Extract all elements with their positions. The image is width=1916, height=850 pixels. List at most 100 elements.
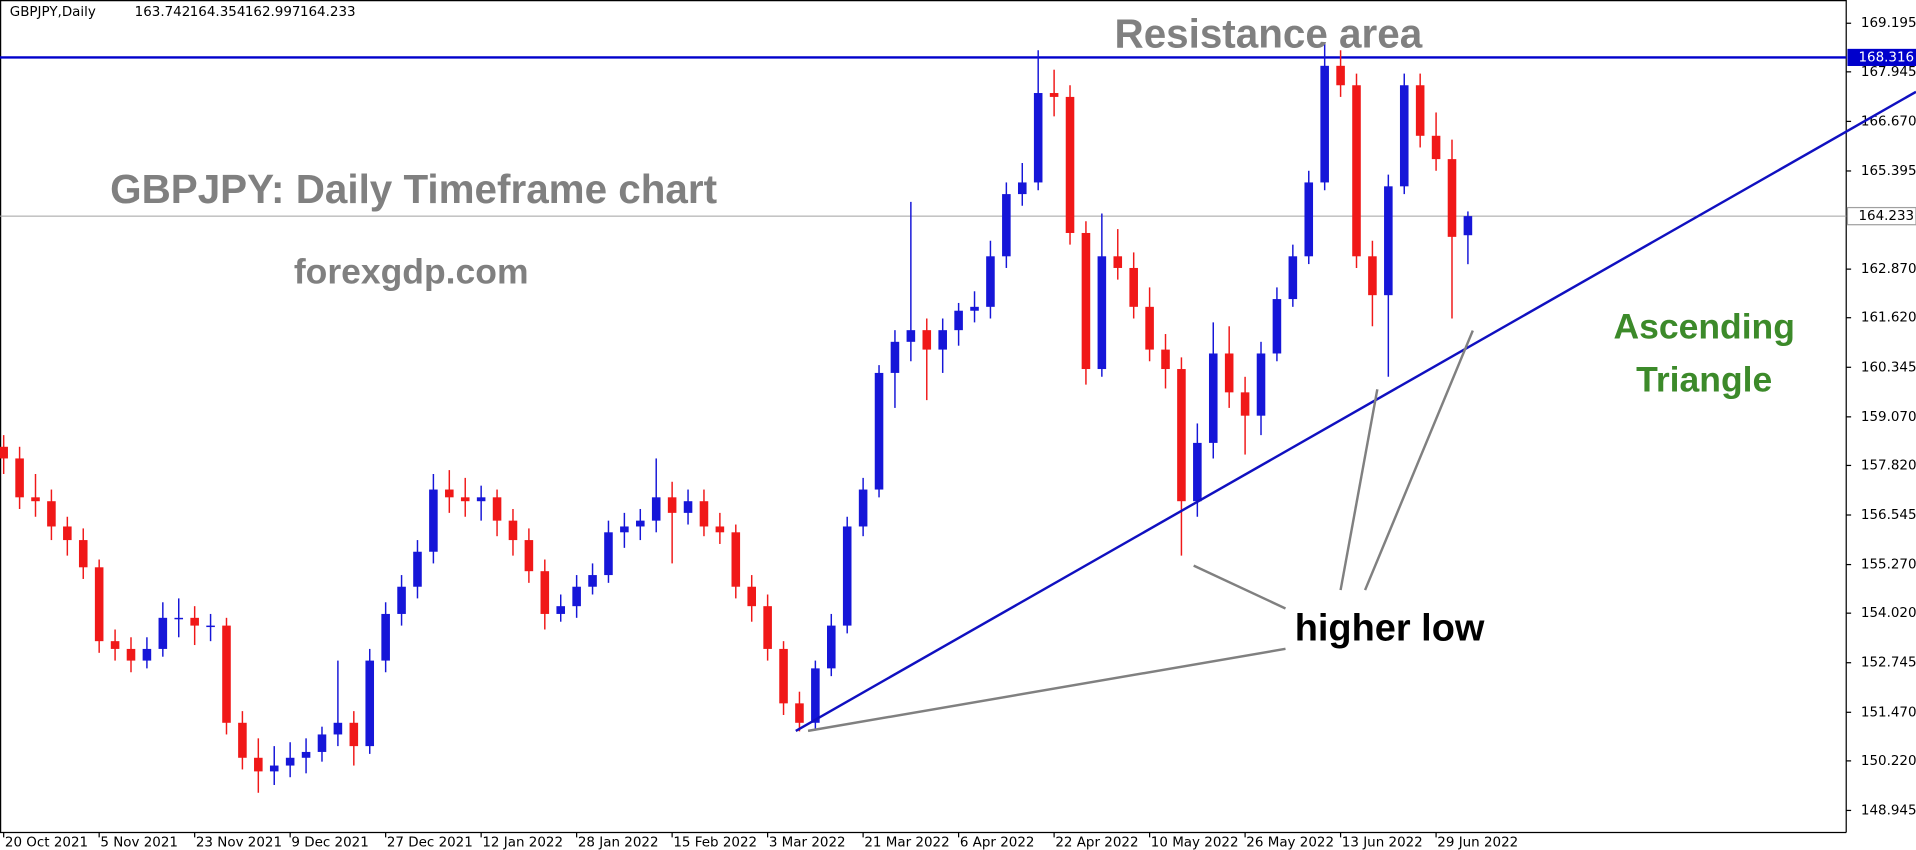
x-tick-label: 26 May 2022: [1246, 835, 1334, 850]
candle-body: [1463, 216, 1473, 236]
candle-body: [1145, 306, 1154, 350]
candle-body: [1336, 65, 1345, 86]
candle-body: [1033, 93, 1043, 183]
candle-body: [1447, 159, 1457, 237]
y-tick-label: 169.195: [1861, 16, 1916, 31]
y-tick-label: 152.745: [1861, 656, 1916, 671]
pointer-line: [1193, 564, 1287, 610]
x-tick-label: 12 Jan 2022: [482, 835, 563, 850]
x-tick-label: 22 Apr 2022: [1055, 835, 1138, 850]
candle-body: [1065, 96, 1075, 233]
candle-body: [842, 526, 852, 626]
pattern-label: Ascending: [1613, 307, 1794, 347]
pointer-line: [807, 647, 1286, 733]
candle-body: [1002, 194, 1011, 257]
candle-body: [683, 501, 693, 513]
x-tick-label: 20 Oct 2021: [5, 835, 88, 850]
candle-body: [827, 625, 836, 669]
candle-body: [0, 446, 8, 459]
candle-body: [1384, 186, 1393, 296]
candle-body: [158, 617, 168, 649]
y-tick-label: 155.270: [1861, 558, 1916, 573]
candle-body: [269, 765, 279, 772]
candle-body: [970, 306, 979, 311]
y-tick-label: 160.345: [1861, 360, 1916, 375]
candle-body: [795, 703, 804, 723]
x-tick-label: 29 Jun 2022: [1437, 835, 1518, 850]
candle-body: [413, 551, 422, 587]
candle-body: [365, 660, 375, 747]
candle-body: [906, 330, 916, 342]
candle-body: [1224, 353, 1234, 393]
y-tick-label: 151.470: [1861, 705, 1916, 720]
candle-body: [110, 641, 120, 649]
ohlc-open: 163.742: [135, 5, 191, 20]
candle-body: [142, 648, 152, 661]
candle-body: [1320, 65, 1329, 183]
resistance-price-label: 168.316: [1858, 50, 1914, 65]
candle-body: [333, 722, 343, 735]
candle-body: [858, 489, 868, 527]
trend-line: [795, 90, 1916, 732]
candle-body: [1097, 256, 1107, 370]
y-tick-label: 159.070: [1861, 410, 1916, 425]
candle-body: [1161, 349, 1170, 370]
x-tick-label: 15 Feb 2022: [673, 835, 757, 850]
candle-body: [349, 722, 359, 747]
candle-body: [1288, 256, 1298, 300]
pattern-label: Triangle: [1636, 359, 1772, 399]
candle-body: [1049, 93, 1059, 97]
candle-body: [301, 751, 311, 758]
chart-title: GBPJPY: Daily Timeframe chart: [110, 166, 717, 212]
candle-body: [1352, 85, 1361, 257]
last-price-label: 164.233: [1858, 209, 1914, 224]
candle-body: [954, 310, 963, 331]
y-tick-label: 150.220: [1861, 754, 1916, 769]
candle-body: [1431, 135, 1441, 160]
candle-body: [1304, 182, 1314, 257]
ohlc-high: 164.354: [190, 5, 246, 20]
x-tick-label: 21 Mar 2022: [864, 835, 949, 850]
candle-body: [1081, 232, 1091, 370]
candle-body: [1415, 85, 1425, 136]
y-tick-label: 162.870: [1861, 262, 1916, 277]
candle-body: [1240, 392, 1250, 416]
candle-body: [1272, 299, 1282, 354]
callout-label: higher low: [1295, 608, 1485, 650]
x-tick-label: 9 Dec 2021: [291, 835, 368, 850]
candle-body: [540, 571, 550, 614]
candle-body: [206, 625, 215, 628]
candle-body: [938, 330, 947, 350]
x-tick-label: 5 Nov 2021: [100, 835, 178, 850]
x-tick-label: 3 Mar 2022: [769, 835, 846, 850]
y-tick-label: 161.620: [1861, 311, 1916, 326]
candle-body: [445, 489, 454, 498]
resistance-label: Resistance area: [1115, 10, 1423, 56]
y-tick-label: 148.945: [1861, 803, 1916, 818]
x-tick-label: 23 Nov 2021: [196, 835, 282, 850]
candle-body: [1017, 182, 1027, 195]
resistance-price-box: [1847, 48, 1916, 66]
candle-body: [492, 497, 502, 521]
candle-body: [460, 497, 470, 502]
last-price-box: [1846, 206, 1916, 226]
candle-body: [731, 532, 741, 587]
candle-body: [1256, 353, 1266, 416]
candle-body: [604, 532, 613, 576]
candle-body: [890, 341, 900, 373]
x-tick-label: 27 Dec 2021: [387, 835, 473, 850]
candle-body: [986, 256, 995, 307]
ohlc-close: 164.233: [300, 5, 356, 20]
candle-body: [588, 575, 597, 587]
x-tick-label: 10 May 2022: [1151, 835, 1239, 850]
chart-subtitle: forexgdp.com: [294, 252, 529, 292]
candle-body: [572, 586, 581, 607]
candle-body: [763, 606, 772, 649]
y-tick-label: 167.945: [1861, 65, 1916, 80]
x-tick-label: 6 Apr 2022: [960, 835, 1035, 850]
y-tick-label: 157.820: [1861, 458, 1916, 473]
candle-body: [715, 526, 725, 533]
